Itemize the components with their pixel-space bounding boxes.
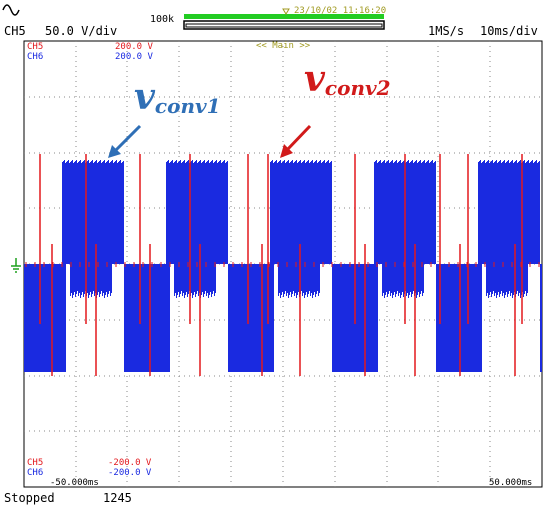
trigger-position-icon (282, 8, 290, 15)
time-per-div[interactable]: 10ms/div (480, 24, 538, 38)
ch5-bottom-value: -200.0 V (108, 458, 152, 468)
status-state: Stopped (4, 491, 55, 505)
sine-wave-icon (2, 4, 20, 16)
zoom-bar[interactable] (183, 20, 385, 30)
ch5-top-name: CH5 (27, 42, 44, 52)
annotation-vconv1: vconv1 (134, 76, 221, 118)
time-left-label: -50.000ms (50, 478, 99, 488)
arrow-conv2-icon (280, 124, 312, 158)
channel-label[interactable]: CH5 (4, 24, 26, 38)
status-count: 1245 (103, 491, 132, 505)
annotation-vconv2: vconv2 (304, 58, 391, 100)
waveform (24, 154, 542, 376)
ch6-bottom-name: CH6 (27, 468, 44, 478)
ch5-top-value: 200.0 V (115, 42, 153, 52)
ch5-bottom-name: CH5 (27, 458, 44, 468)
time-right-label: 50.000ms (489, 478, 533, 488)
ground-marker-icon (11, 258, 21, 273)
ch6-bottom-value: -200.0 V (108, 468, 152, 478)
memory-bar (184, 14, 384, 19)
ch6-top-name: CH6 (27, 52, 44, 62)
ch6-top-value: 200.0 V (115, 52, 153, 62)
arrow-conv1-icon (108, 124, 142, 158)
memory-length: 100k (150, 14, 175, 25)
timestamp: 23/10/02 11:16:20 (294, 6, 387, 16)
zoom-bar-inner (185, 23, 383, 28)
zoom-label: << Main >> (256, 41, 311, 51)
sample-rate[interactable]: 1MS/s (428, 24, 465, 38)
volts-per-div[interactable]: 50.0 V/div (45, 24, 118, 38)
